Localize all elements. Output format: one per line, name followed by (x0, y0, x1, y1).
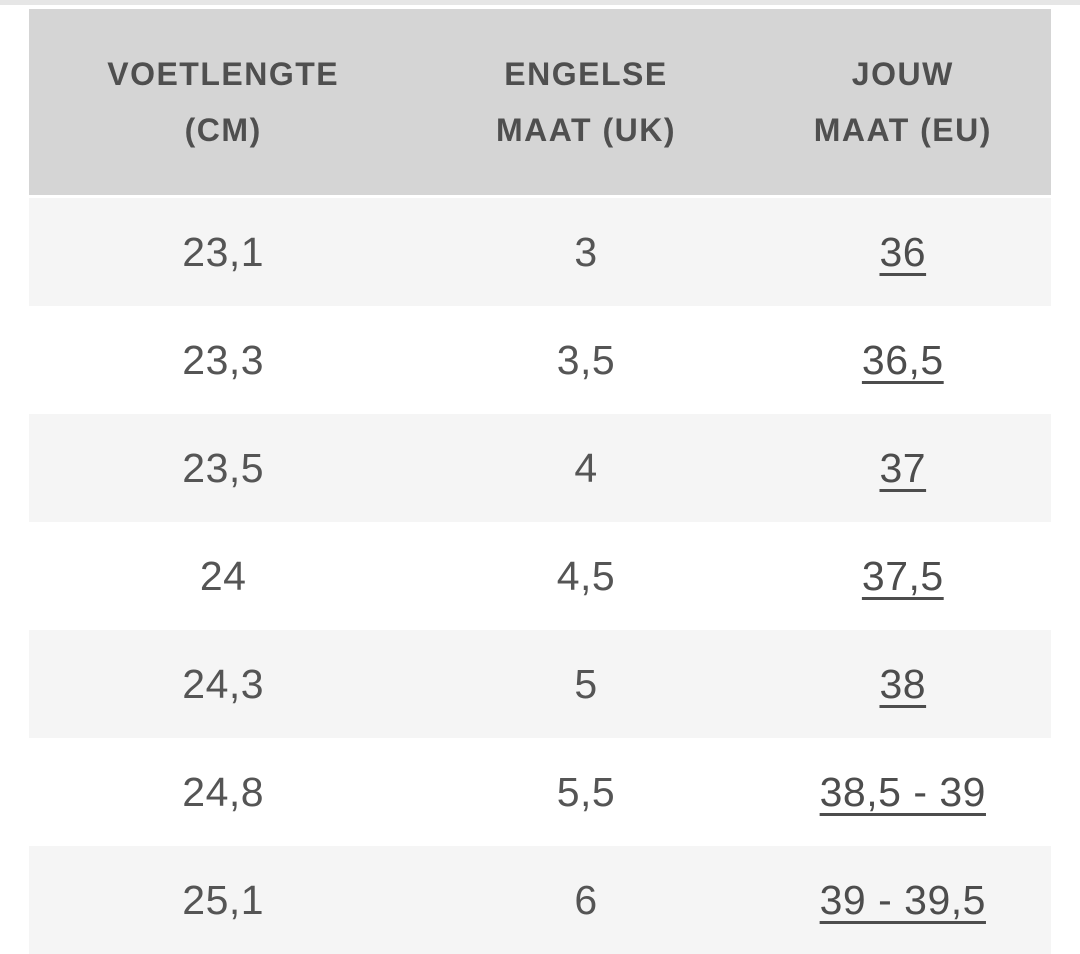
cell-foot-length: 23,1 (182, 228, 265, 275)
cell-eu-size: 37,5 (755, 522, 1051, 630)
eu-size-link[interactable]: 37 (879, 444, 927, 491)
cell-uk-size: 3 (574, 228, 598, 275)
table-row: 24 4,5 37,5 (29, 522, 1051, 630)
cell-eu-size: 37 (755, 414, 1051, 522)
cell-foot-length: 25,1 (182, 876, 265, 923)
shoe-size-table: VOETLENGTE (CM) ENGELSE MAAT (UK) JOUW M… (29, 9, 1051, 954)
table-row: 25,1 6 39 - 39,5 (29, 846, 1051, 954)
eu-size-link[interactable]: 37,5 (861, 552, 944, 599)
cell-uk-size: 5 (574, 660, 598, 707)
cell-eu-size: 38,5 - 39 (755, 738, 1051, 846)
table-header-row: VOETLENGTE (CM) ENGELSE MAAT (UK) JOUW M… (29, 9, 1051, 195)
column-header-eu-size: JOUW MAAT (EU) (755, 9, 1051, 195)
cell-uk-size: 3,5 (556, 336, 616, 383)
cell-uk-size: 4,5 (556, 552, 616, 599)
header-line: (CM) (184, 112, 262, 148)
cell-eu-size: 39 - 39,5 (755, 846, 1051, 954)
top-divider (0, 0, 1080, 5)
cell-uk-size: 5,5 (556, 768, 616, 815)
cell-eu-size: 36,5 (755, 306, 1051, 414)
eu-size-link[interactable]: 36,5 (861, 336, 944, 383)
cell-foot-length: 24,3 (182, 660, 265, 707)
cell-foot-length: 23,3 (182, 336, 265, 383)
header-line: ENGELSE (504, 56, 668, 92)
cell-foot-length: 24,8 (182, 768, 265, 815)
header-line: JOUW (851, 56, 954, 92)
eu-size-link[interactable]: 39 - 39,5 (819, 876, 986, 923)
eu-size-link[interactable]: 38 (879, 660, 927, 707)
cell-foot-length: 23,5 (182, 444, 265, 491)
cell-uk-size: 4 (574, 444, 598, 491)
header-line: MAAT (EU) (813, 112, 992, 148)
cell-foot-length: 24 (199, 552, 247, 599)
cell-eu-size: 38 (755, 630, 1051, 738)
eu-size-link[interactable]: 38,5 - 39 (819, 768, 986, 815)
header-line: VOETLENGTE (107, 56, 340, 92)
table-row: 23,5 4 37 (29, 414, 1051, 522)
table-row: 23,3 3,5 36,5 (29, 306, 1051, 414)
eu-size-link[interactable]: 36 (879, 228, 927, 275)
table-row: 24,8 5,5 38,5 - 39 (29, 738, 1051, 846)
table-row: 24,3 5 38 (29, 630, 1051, 738)
column-header-foot-length: VOETLENGTE (CM) (29, 9, 417, 195)
cell-uk-size: 6 (574, 876, 598, 923)
header-line: MAAT (UK) (496, 112, 676, 148)
table-row: 23,1 3 36 (29, 198, 1051, 306)
cell-eu-size: 36 (755, 198, 1051, 306)
column-header-uk-size: ENGELSE MAAT (UK) (417, 9, 754, 195)
